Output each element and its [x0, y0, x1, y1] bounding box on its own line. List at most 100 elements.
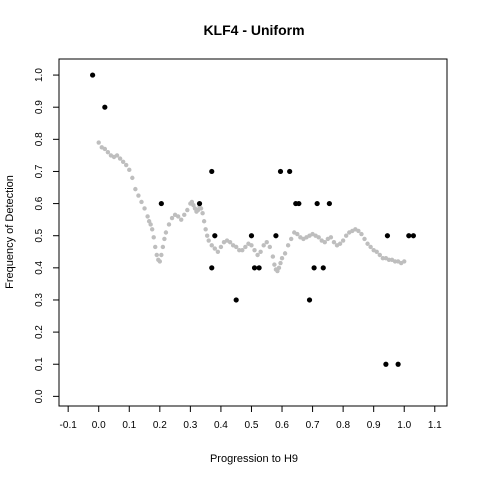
smoothed-point [261, 243, 266, 248]
data-point [273, 233, 279, 239]
smoothed-point [359, 231, 364, 237]
data-point [296, 200, 302, 207]
smoothed-point [130, 175, 135, 181]
smoothed-point [278, 260, 283, 266]
smoothed-point [145, 214, 150, 219]
y-tick-label: 0.3 [34, 293, 45, 307]
smoothed-point [198, 206, 204, 211]
smoothed-point [316, 235, 321, 240]
smoothed-point [201, 219, 207, 224]
smoothed-point [322, 239, 327, 245]
chart-title: KLF4 - Uniform [203, 22, 304, 38]
smoothed-point [255, 252, 260, 258]
smoothed-point [209, 243, 214, 248]
x-tick-label: -0.1 [60, 420, 78, 431]
smoothed-point [157, 259, 163, 264]
smoothed-point [166, 222, 172, 227]
smoothed-point [136, 193, 141, 198]
x-tick-label: 0.7 [306, 420, 320, 431]
y-tick-label: 0.6 [34, 196, 45, 210]
plot-frame [58, 58, 448, 407]
data-point [209, 265, 215, 271]
smoothed-point [233, 244, 239, 250]
smoothed-point [295, 231, 300, 237]
data-point [212, 233, 218, 239]
data-point [410, 233, 416, 239]
smoothed-point [203, 227, 208, 232]
smoothed-point [282, 251, 288, 256]
y-tick-label: 0.1 [34, 357, 45, 371]
smoothed-point [392, 259, 398, 264]
x-tick-label: 0.5 [245, 420, 259, 431]
smoothed-point [182, 212, 187, 218]
smoothed-point [139, 199, 144, 205]
smoothed-point [206, 238, 211, 243]
smoothed-point [120, 159, 126, 165]
smoothed-point [204, 233, 210, 238]
x-tick-label: 1.0 [397, 420, 411, 431]
y-tick-label: 0.7 [34, 164, 45, 178]
x-tick-label: 1.1 [428, 420, 442, 431]
smoothed-point [218, 244, 224, 250]
smoothed-point [227, 239, 233, 245]
data-point [311, 265, 317, 271]
smoothed-point [142, 206, 147, 211]
x-tick-label: 0.9 [367, 420, 381, 431]
smoothed-point [340, 238, 346, 243]
smoothed-point [159, 252, 164, 258]
smoothed-point [365, 241, 370, 246]
smoothed-point [105, 149, 111, 155]
data-point [233, 297, 239, 303]
data-point [406, 233, 412, 239]
data-point [384, 233, 391, 239]
smoothed-point [153, 244, 158, 250]
y-tick-label: 0.9 [34, 100, 45, 114]
x-tick-label: 0.6 [275, 420, 289, 431]
smoothed-point [368, 244, 373, 250]
data-point [287, 168, 293, 175]
smoothed-point [374, 249, 379, 254]
smoothed-point [124, 162, 129, 168]
smoothed-point [200, 211, 205, 216]
smoothed-point [240, 247, 245, 253]
smoothed-point [160, 244, 166, 250]
smoothed-point [175, 214, 181, 219]
smoothed-point [162, 236, 167, 242]
smoothed-point [343, 233, 349, 238]
y-axis: 0.0 0.1 0.2 0.3 0.4 0.5 0.6 0.7 0.8 0.9 1.0 [34, 68, 59, 403]
smoothed-point [179, 217, 184, 222]
smoothed-point [148, 222, 153, 227]
x-tick-label: 0.1 [122, 420, 136, 431]
data-point [251, 265, 258, 271]
x-tick-label: 0.8 [336, 420, 350, 431]
smoothed-point [279, 256, 285, 261]
smoothed-point [237, 247, 242, 253]
smoothed-point [169, 215, 175, 221]
smoothed-point [249, 243, 254, 248]
data-point [248, 233, 255, 239]
data-point [395, 361, 401, 367]
y-axis-label: Frequency of Detection [4, 175, 16, 289]
smoothed-point [362, 236, 367, 242]
x-axis: -0.1 0.0 0.1 0.2 0.3 0.4 0.5 0.6 0.7 0.8 0.9 1.0 1.1 [60, 406, 442, 431]
data-point [102, 104, 108, 110]
smoothed-point [337, 241, 343, 246]
smoothed-point [285, 243, 291, 248]
smoothed-point [356, 228, 361, 234]
x-tick-label: 0.2 [153, 420, 167, 431]
y-tick-label: 0.2 [34, 325, 45, 339]
smoothed-point [377, 252, 382, 258]
data-point [90, 72, 96, 78]
smoothed-point [380, 256, 386, 261]
smoothed-point [276, 265, 282, 271]
smoothed-series [96, 140, 407, 274]
smoothed-point [386, 257, 392, 263]
smoothed-point [243, 244, 248, 250]
smoothed-point [133, 186, 138, 192]
data-point [277, 168, 284, 175]
smoothed-point [212, 246, 218, 251]
y-tick-label: 1.0 [34, 68, 45, 82]
smoothed-point [267, 244, 273, 250]
smoothed-point [127, 167, 132, 173]
